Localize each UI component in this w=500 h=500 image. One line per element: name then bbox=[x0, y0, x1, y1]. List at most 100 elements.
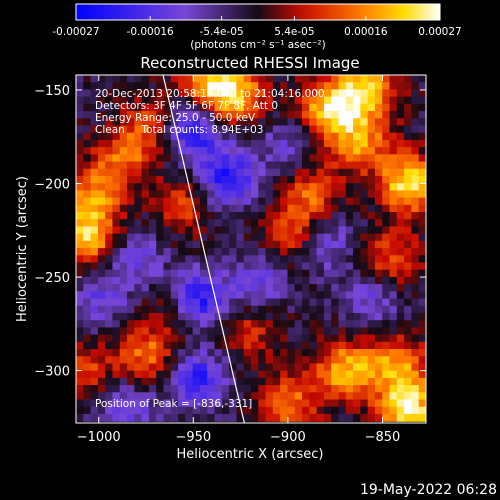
heatmap-cell bbox=[163, 248, 172, 256]
heatmap-cell bbox=[170, 190, 179, 199]
heatmap-cell bbox=[302, 89, 310, 98]
heatmap-cell bbox=[353, 370, 361, 379]
heatmap-cell bbox=[265, 385, 274, 393]
heatmap-cell bbox=[207, 111, 216, 119]
heatmap-cell bbox=[236, 111, 245, 119]
heatmap-cell bbox=[97, 320, 106, 329]
heatmap-cell bbox=[163, 298, 172, 307]
heatmap-cell bbox=[323, 334, 332, 343]
heatmap-cell bbox=[236, 89, 245, 98]
heatmap-cell bbox=[265, 248, 274, 256]
peak-position-label: Position of Peak = [-836,-331] bbox=[95, 398, 252, 410]
heatmap-cell bbox=[302, 96, 310, 105]
heatmap-cell bbox=[90, 233, 99, 242]
heatmap-cell bbox=[105, 262, 114, 271]
heatmap-cell bbox=[236, 320, 245, 329]
heatmap-cell bbox=[214, 96, 223, 105]
heatmap-cell bbox=[338, 269, 347, 278]
heatmap-cell bbox=[374, 118, 383, 127]
heatmap-cell bbox=[76, 284, 84, 292]
heatmap-cell bbox=[105, 385, 114, 393]
heatmap-cell bbox=[83, 89, 92, 98]
heatmap-cell bbox=[323, 377, 332, 386]
heatmap-cell bbox=[287, 327, 296, 336]
heatmap-cell bbox=[404, 298, 413, 307]
heatmap-cell bbox=[221, 312, 230, 321]
heatmap-cell bbox=[207, 75, 216, 83]
heatmap-cell bbox=[90, 204, 99, 213]
heatmap-cell bbox=[127, 168, 135, 177]
heatmap-cell bbox=[316, 327, 325, 336]
heatmap-cell bbox=[323, 132, 332, 141]
heatmap-cell bbox=[229, 392, 238, 401]
heatmap-cell bbox=[243, 413, 252, 422]
heatmap-cell bbox=[134, 377, 143, 386]
heatmap-cell bbox=[353, 226, 361, 235]
heatmap-cell bbox=[105, 154, 114, 163]
heatmap-cell bbox=[90, 385, 99, 393]
heatmap-cell bbox=[251, 385, 259, 393]
heatmap-cell bbox=[338, 255, 347, 264]
heatmap-cell bbox=[185, 370, 194, 379]
heatmap-cell bbox=[382, 305, 391, 314]
heatmap-cell bbox=[382, 262, 391, 271]
heatmap-cell bbox=[345, 385, 354, 393]
heatmap-cell bbox=[382, 96, 391, 105]
heatmap-cell bbox=[97, 413, 106, 422]
heatmap-cell bbox=[309, 377, 318, 386]
heatmap-cell bbox=[112, 197, 121, 206]
heatmap-cell bbox=[83, 276, 92, 285]
heatmap-cell bbox=[404, 392, 413, 401]
heatmap-cell bbox=[112, 103, 121, 112]
heatmap-cell bbox=[199, 240, 208, 249]
heatmap-cell bbox=[185, 233, 194, 242]
heatmap-cell bbox=[170, 248, 179, 256]
heatmap-cell bbox=[280, 197, 289, 206]
heatmap-cell bbox=[360, 168, 369, 177]
heatmap-cell bbox=[389, 341, 398, 350]
heatmap-cell bbox=[382, 75, 391, 83]
heatmap-cell bbox=[258, 96, 267, 105]
heatmap-cell bbox=[207, 240, 216, 249]
heatmap-cell bbox=[411, 240, 420, 249]
heatmap-cell bbox=[331, 175, 340, 184]
heatmap-cell bbox=[338, 327, 347, 336]
heatmap-cell bbox=[156, 327, 165, 336]
heatmap-cell bbox=[178, 168, 186, 177]
heatmap-cell bbox=[163, 154, 172, 163]
heatmap-cell bbox=[83, 139, 92, 148]
heatmap-cell bbox=[272, 248, 281, 256]
heatmap-cell bbox=[141, 413, 150, 422]
heatmap-cell bbox=[119, 161, 128, 170]
heatmap-cell bbox=[214, 284, 223, 292]
heatmap-cell bbox=[112, 276, 121, 285]
heatmap-cell bbox=[396, 370, 405, 379]
heatmap-cell bbox=[192, 276, 201, 285]
heatmap-cell bbox=[272, 413, 281, 422]
heatmap-cell bbox=[287, 226, 296, 235]
heatmap-cell bbox=[294, 262, 303, 271]
heatmap-cell bbox=[119, 262, 128, 271]
heatmap-cell bbox=[105, 392, 114, 401]
heatmap-cell bbox=[185, 82, 194, 91]
heatmap-cell bbox=[323, 262, 332, 271]
heatmap-cell bbox=[243, 226, 252, 235]
colorbar-tick-label-5: 0.00027 bbox=[418, 26, 461, 38]
heatmap-cell bbox=[185, 305, 194, 314]
heatmap-cell bbox=[134, 96, 143, 105]
heatmap-cell bbox=[214, 168, 223, 177]
heatmap-cell bbox=[272, 139, 281, 148]
heatmap-cell bbox=[119, 147, 128, 155]
heatmap-cell bbox=[127, 413, 135, 422]
heatmap-cell bbox=[148, 96, 157, 105]
heatmap-cell bbox=[141, 168, 150, 177]
heatmap-cell bbox=[280, 377, 289, 386]
heatmap-cell bbox=[192, 183, 201, 192]
heatmap-cell bbox=[214, 118, 223, 127]
heatmap-cell bbox=[192, 255, 201, 264]
heatmap-cell bbox=[105, 82, 114, 91]
heatmap-cell bbox=[309, 219, 318, 228]
heatmap-cell bbox=[251, 327, 259, 336]
heatmap-cell bbox=[148, 154, 157, 163]
heatmap-cell bbox=[258, 154, 267, 163]
